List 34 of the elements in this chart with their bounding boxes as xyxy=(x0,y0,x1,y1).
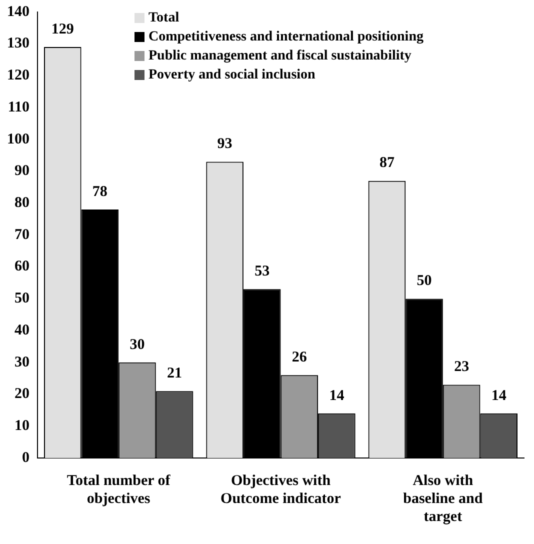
data-label: 87 xyxy=(379,155,395,172)
data-label: 21 xyxy=(167,365,182,382)
data-label: 93 xyxy=(217,136,232,152)
y-tick-label: 80 xyxy=(14,195,30,212)
y-tick-label: 140 xyxy=(7,4,30,20)
legend-label: Competitiveness and international positioning xyxy=(148,30,424,45)
y-tick-label: 120 xyxy=(7,68,30,84)
data-label: 50 xyxy=(416,273,432,290)
data-label: 129 xyxy=(51,21,74,38)
legend-label: Poverty and social inclusion xyxy=(148,68,316,83)
y-tick-label: 70 xyxy=(14,226,30,243)
y-tick-label: 10 xyxy=(14,418,30,434)
data-label: 23 xyxy=(454,359,470,376)
y-tick-label: 130 xyxy=(7,36,30,52)
x-tick-label: Also with baseline and target xyxy=(403,472,484,525)
y-tick-label: 90 xyxy=(14,163,30,180)
y-tick-label: 20 xyxy=(14,386,30,402)
y-tick-label: 100 xyxy=(7,131,30,148)
y-tick-label: 0 xyxy=(22,450,30,466)
data-label: 30 xyxy=(130,336,145,353)
y-tick-label: 30 xyxy=(14,354,30,370)
y-tick-label: 50 xyxy=(14,290,30,307)
y-tick-label: 110 xyxy=(8,99,30,116)
legend-label: Public management and fiscal sustainability xyxy=(148,48,412,64)
legend-label: Total xyxy=(148,10,180,26)
y-tick-label: 40 xyxy=(14,322,30,338)
data-label: 14 xyxy=(491,388,507,404)
data-label: 53 xyxy=(254,264,270,280)
data-label: 26 xyxy=(292,350,308,366)
data-label: 14 xyxy=(329,388,345,404)
x-tick-label: Objectives with Outcome indicator xyxy=(220,472,342,507)
data-label: 78 xyxy=(92,184,108,200)
y-tick-label: 60 xyxy=(14,258,30,275)
x-tick-label: Total number of objectives xyxy=(66,472,172,507)
